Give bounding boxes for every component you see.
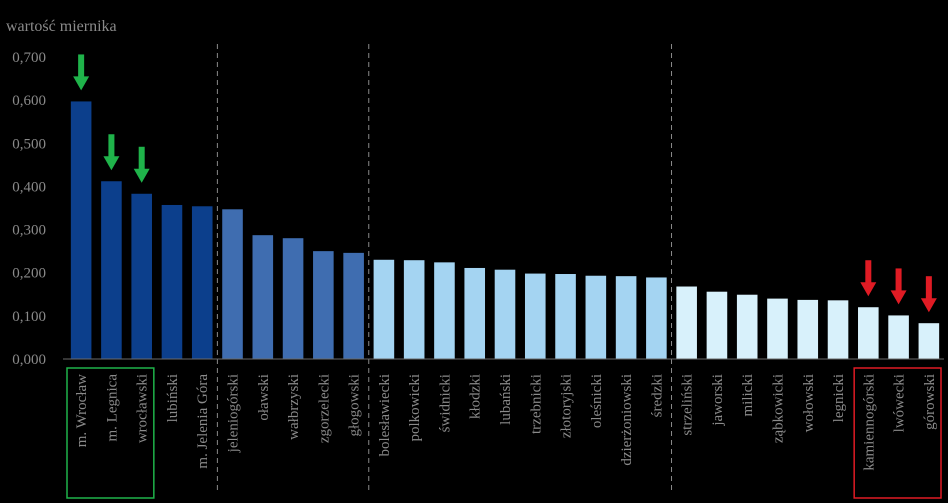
y-tick-label: 0,500 xyxy=(12,136,46,152)
x-tick-label: trzebnicki xyxy=(528,374,544,434)
x-tick-label: głogowski xyxy=(347,374,363,437)
bar xyxy=(222,209,243,359)
highlight-arrows xyxy=(73,54,937,313)
bar xyxy=(706,291,728,359)
bar xyxy=(464,267,486,359)
x-tick-label: ząbkowicki xyxy=(770,374,786,443)
y-tick-label: 0,700 xyxy=(12,50,46,66)
bar xyxy=(191,206,213,359)
category-labels: m. Wrocław m. Legnica wrocławski lubiński m.… xyxy=(74,374,938,471)
arrow-down-icon xyxy=(860,260,877,297)
bar xyxy=(585,275,607,359)
x-tick-label: złotoryjski xyxy=(559,374,575,438)
bar xyxy=(282,238,304,359)
x-tick-label: jaworski xyxy=(710,374,726,427)
bar xyxy=(615,276,637,359)
y-tick-label: 0,100 xyxy=(12,309,46,325)
bar xyxy=(736,294,758,359)
bar xyxy=(252,235,274,359)
arrow-down-icon xyxy=(890,268,907,305)
x-tick-label: wrocławski xyxy=(135,374,151,443)
x-tick-label: strzeliński xyxy=(680,374,696,436)
x-tick-label: legnicki xyxy=(831,374,847,422)
bar xyxy=(858,307,879,359)
x-tick-label: milicki xyxy=(740,374,756,417)
bar xyxy=(70,101,92,360)
x-tick-label: zgorzelecki xyxy=(316,374,332,443)
x-tick-label: lubiński xyxy=(165,374,181,422)
x-tick-label: wałbrzyski xyxy=(286,374,302,440)
bar xyxy=(101,181,122,359)
bar xyxy=(888,315,909,359)
y-tick-label: 0,200 xyxy=(12,266,46,282)
bar xyxy=(676,286,697,359)
bar xyxy=(313,251,334,359)
highlight-box xyxy=(853,367,942,499)
bar xyxy=(767,298,788,359)
arrow-down-icon xyxy=(920,276,937,313)
x-tick-label: kamiennogórski xyxy=(861,374,877,471)
y-axis-ticks: 0,000 0,100 0,200 0,300 0,400 0,500 0,600 0,700 xyxy=(12,50,46,368)
bar xyxy=(373,259,395,359)
bar xyxy=(555,274,576,359)
x-tick-label: polkowicki xyxy=(407,374,423,442)
x-tick-label: dzierżoniowski xyxy=(619,374,635,466)
x-tick-label: wołowski xyxy=(801,374,817,432)
bar xyxy=(646,277,667,359)
y-tick-label: 0,400 xyxy=(12,179,46,195)
x-tick-label: m. Wrocław xyxy=(74,374,90,447)
bar xyxy=(403,260,425,359)
group-dividers xyxy=(216,44,673,490)
highlight-box xyxy=(66,367,155,499)
highlight-boxes xyxy=(66,367,942,499)
bar xyxy=(827,300,849,359)
arrow-down-icon xyxy=(133,146,150,183)
x-tick-label: jeleniogórski xyxy=(226,374,242,453)
x-tick-label: oławski xyxy=(256,374,272,421)
x-tick-label: kłodzki xyxy=(468,374,484,419)
bar xyxy=(918,323,940,359)
bar xyxy=(131,193,152,359)
bar xyxy=(434,262,455,359)
x-tick-label: świdnicki xyxy=(437,374,453,432)
y-tick-label: 0,600 xyxy=(12,93,46,109)
bar xyxy=(797,299,819,359)
x-tick-label: m. Legnica xyxy=(104,374,120,442)
x-tick-label: oleśnicki xyxy=(589,374,605,428)
x-tick-label: m. Jelenia Góra xyxy=(195,374,211,469)
y-axis-label: wartość miernika xyxy=(6,18,117,35)
x-tick-label: bolesławiecki xyxy=(377,374,393,456)
bars xyxy=(70,101,940,360)
x-tick-label: średzki xyxy=(649,374,665,417)
x-tick-label: górowski xyxy=(922,374,938,430)
x-tick-label: lwówecki xyxy=(892,374,908,432)
bar xyxy=(343,252,364,359)
y-tick-label: 0,000 xyxy=(12,352,46,368)
bar xyxy=(494,269,516,359)
arrow-down-icon xyxy=(103,134,120,171)
x-tick-label: lubański xyxy=(498,374,514,425)
bar xyxy=(161,204,183,359)
arrow-down-icon xyxy=(73,54,90,91)
y-tick-label: 0,300 xyxy=(12,223,46,239)
bar xyxy=(524,273,546,359)
